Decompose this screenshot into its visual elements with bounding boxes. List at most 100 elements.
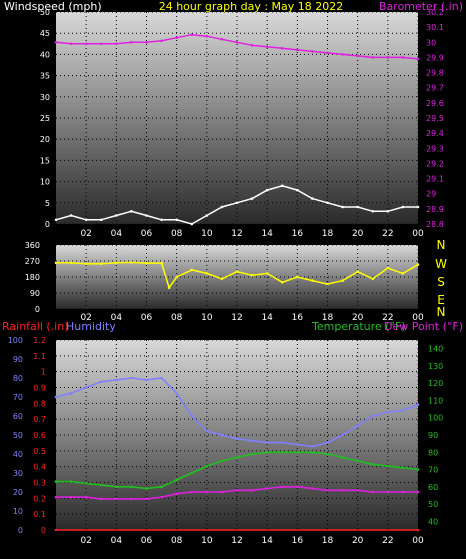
barometer-point xyxy=(311,50,314,53)
dewpoint-point xyxy=(401,490,405,494)
direction-point xyxy=(416,263,420,266)
barometer-point xyxy=(190,33,194,36)
humidity-point xyxy=(296,443,299,446)
humidity-ytick-label: 70 xyxy=(13,393,23,402)
dewpoint-point xyxy=(54,495,58,499)
windspeed-point xyxy=(250,197,254,200)
barometer-point xyxy=(401,56,405,59)
direction-xtick-label: 16 xyxy=(292,313,304,323)
weather-xtick-label: 22 xyxy=(382,536,393,546)
wind-xtick-label: 20 xyxy=(352,229,364,239)
humidity-point xyxy=(341,433,344,437)
barometer-point xyxy=(100,42,103,46)
direction-xtick-label: 00 xyxy=(412,313,424,323)
humidity-point xyxy=(100,380,103,384)
dewpoint-point xyxy=(100,497,103,501)
humidity-ytick-label: 90 xyxy=(13,355,23,364)
humidity-ytick-label: 80 xyxy=(13,374,23,383)
humidity-point xyxy=(386,410,390,414)
barometer-point xyxy=(160,39,163,43)
barometer-point xyxy=(115,42,118,46)
dewpoint-point xyxy=(386,490,390,494)
temperature-point xyxy=(311,451,314,454)
direction-point xyxy=(130,261,133,264)
barometer-ytick-label: 29.5 xyxy=(426,114,444,123)
barometer-point xyxy=(326,51,329,55)
direction-xtick-label: 06 xyxy=(141,313,153,323)
temperature-point xyxy=(54,480,58,483)
windspeed-point xyxy=(69,214,73,217)
barometer-point xyxy=(130,41,133,44)
temperature-point xyxy=(326,452,329,456)
wind-ylabel: Windspeed (mph) xyxy=(4,0,102,13)
temperature-point xyxy=(371,463,375,466)
humidity-ytick-label: 100 xyxy=(8,336,23,345)
direction-xtick-label: 22 xyxy=(382,313,393,323)
wind-xtick-label: 22 xyxy=(382,229,393,239)
barometer-ytick-label: 29.4 xyxy=(426,129,444,138)
temperature-point xyxy=(281,451,284,454)
temperature-point xyxy=(115,485,118,489)
temperature-point xyxy=(160,485,163,489)
compass-label-4: N xyxy=(437,305,446,319)
direction-point xyxy=(190,268,194,272)
weather-xtick-label: 20 xyxy=(352,536,364,546)
direction-xtick-label: 08 xyxy=(171,313,183,323)
windspeed-point xyxy=(190,222,194,226)
wind-xtick-label: 06 xyxy=(141,229,153,239)
direction-point xyxy=(220,277,224,281)
direction-point xyxy=(356,270,360,274)
dewpoint-point xyxy=(311,487,314,490)
direction-point xyxy=(205,272,209,275)
barometer-point xyxy=(371,56,375,59)
humidity-point xyxy=(220,433,224,437)
dewpoint-point xyxy=(356,489,360,492)
windspeed-point xyxy=(54,218,58,222)
humidity-point xyxy=(326,441,329,444)
direction-point xyxy=(145,261,148,265)
humidity-point xyxy=(205,429,209,433)
temperature-point xyxy=(145,487,148,490)
barometer-point xyxy=(341,53,344,56)
temperature-point xyxy=(84,482,88,485)
humidity-point xyxy=(401,409,405,412)
direction-point xyxy=(115,261,118,265)
temperature-ytick-label: 90 xyxy=(428,431,438,440)
direction-point xyxy=(371,277,375,281)
windspeed-point xyxy=(311,197,314,200)
windspeed-point xyxy=(84,218,88,222)
barometer-ytick-label: 30.1 xyxy=(426,23,444,32)
dewpoint-label: Dew Point (°F) xyxy=(384,320,463,333)
wind-ytick-label: 35 xyxy=(40,72,50,81)
dewpoint-point xyxy=(160,495,163,499)
barometer-point xyxy=(235,41,239,44)
windspeed-point xyxy=(326,201,329,205)
humidity-ytick-label: 20 xyxy=(13,488,23,497)
rainfall-ytick-label: 0.6 xyxy=(33,431,46,440)
wind-ytick-label: 30 xyxy=(40,93,50,102)
barometer-point xyxy=(265,45,269,49)
rainfall-label: Rainfall (.in) xyxy=(2,320,69,333)
temperature-ytick-label: 70 xyxy=(428,466,438,475)
dewpoint-point xyxy=(250,489,254,492)
rainfall-ytick-label: 0 xyxy=(41,526,46,535)
direction-point xyxy=(386,266,390,270)
temperature-point xyxy=(265,451,269,454)
temperature-ytick-label: 130 xyxy=(428,362,443,371)
direction-xtick-label: 04 xyxy=(111,313,123,323)
temperature-ytick-label: 40 xyxy=(428,517,438,526)
temperature-point xyxy=(69,480,73,483)
compass-label-1: W xyxy=(435,257,447,271)
wind-xtick-label: 12 xyxy=(231,229,242,239)
humidity-point xyxy=(356,424,360,427)
dewpoint-point xyxy=(265,487,269,490)
direction-point xyxy=(160,261,163,265)
humidity-ytick-label: 10 xyxy=(13,507,23,516)
compass-label-2: S xyxy=(437,275,445,289)
humidity-point xyxy=(115,378,118,382)
barometer-point xyxy=(356,54,360,58)
temperature-point xyxy=(130,485,133,489)
rainfall-point xyxy=(54,528,58,532)
barometer-point xyxy=(416,57,420,61)
